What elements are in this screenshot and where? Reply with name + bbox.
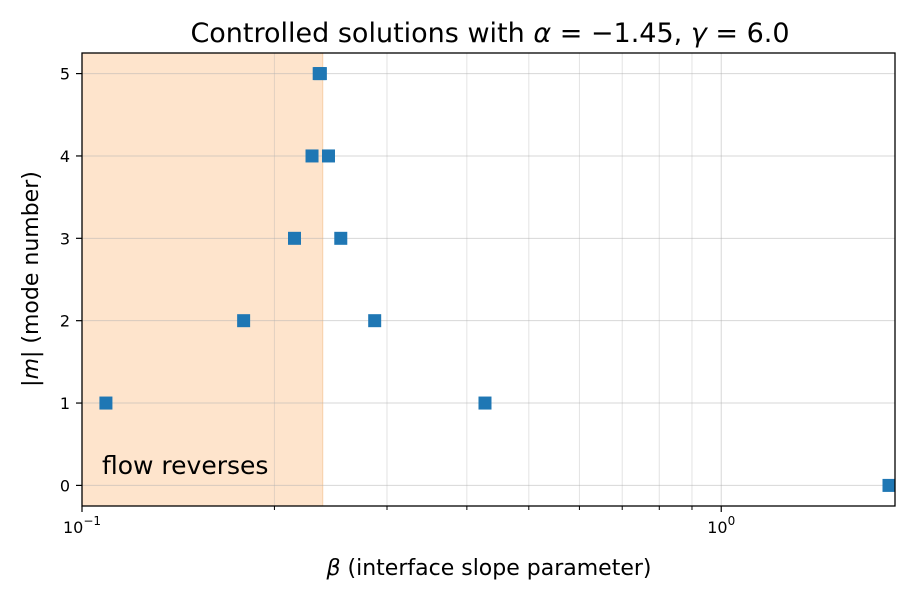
y-tick-label: 2: [60, 312, 70, 331]
data-point: [237, 314, 251, 328]
data-point: [321, 149, 335, 163]
data-point: [334, 231, 348, 245]
data-point: [288, 231, 302, 245]
flow-reverses-region: [82, 53, 323, 506]
y-axis-symbol: m: [19, 358, 44, 379]
data-point: [882, 478, 896, 492]
x-axis-symbol: β: [326, 556, 341, 581]
x-axis-label: β (interface slope parameter): [326, 556, 652, 581]
annotation-layer: flow reverses: [102, 451, 268, 480]
data-point: [313, 67, 327, 81]
y-tick-label: 4: [60, 147, 70, 166]
title-gamma-value: = 6.0: [707, 18, 790, 49]
y-axis-label: |m| (mode number): [19, 171, 44, 387]
x-tick-label: 100: [707, 514, 735, 537]
data-point: [478, 396, 492, 410]
flow-reverses-label: flow reverses: [102, 451, 268, 480]
x-tick-exponent: 0: [728, 514, 736, 528]
data-point: [368, 314, 382, 328]
plot-frame: [81, 52, 896, 507]
y-tick-label: 0: [60, 476, 70, 495]
y-axis-suffix: | (mode number): [19, 171, 44, 358]
x-axis-text: (interface slope parameter): [341, 556, 652, 581]
y-tick-label: 3: [60, 229, 70, 248]
y-axis-prefix: |: [19, 379, 44, 386]
data-point: [99, 396, 113, 410]
title-alpha-symbol: α: [533, 18, 551, 49]
x-tick-label: 10−1: [63, 514, 101, 537]
y-tick-label: 1: [60, 394, 70, 413]
title-gamma-symbol: γ: [691, 18, 709, 49]
data-point: [305, 149, 319, 163]
x-tick-base: 10: [707, 518, 727, 537]
data-points-layer: [99, 67, 896, 492]
x-tick-base: 10: [63, 518, 83, 537]
x-tick-exponent: −1: [83, 514, 101, 528]
shaded-region-layer: [82, 53, 324, 506]
grid-layer: [81, 53, 895, 506]
chart-title: Controlled solutions with α = −1.45, γ =…: [190, 18, 789, 49]
y-tick-label: 5: [60, 65, 70, 84]
title-alpha-value: = −1.45,: [551, 18, 691, 49]
title-prefix: Controlled solutions with: [190, 18, 533, 49]
